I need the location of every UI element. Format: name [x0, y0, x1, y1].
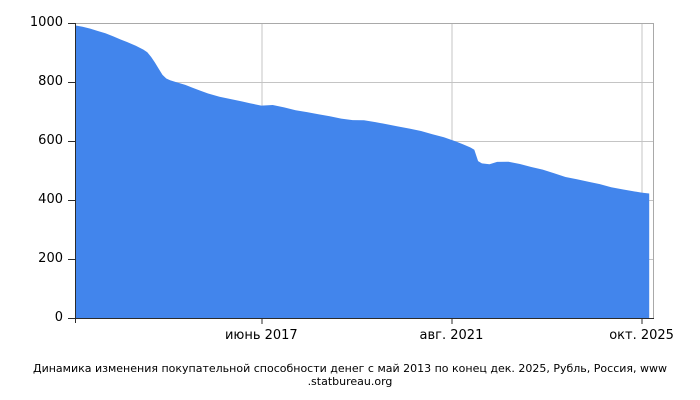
- y-tick-label: 0: [54, 310, 63, 325]
- y-tick-label: 600: [38, 133, 63, 148]
- caption-line-2: .statbureau.org: [307, 375, 393, 388]
- purchasing-power-area-chart: [68, 23, 654, 324]
- purchasing-power-series-area: [75, 25, 650, 319]
- x-tick-label: июнь 2017: [224, 328, 298, 343]
- y-tick-label: 800: [38, 74, 63, 89]
- x-tick-label: окт. 2025: [609, 328, 674, 343]
- y-tick-label: 200: [38, 251, 63, 266]
- y-tick-label: 400: [38, 192, 63, 207]
- caption-line-1: Динамика изменения покупательной способн…: [32, 362, 667, 375]
- x-tick-label: авг. 2021: [419, 328, 484, 343]
- chart-caption: Динамика изменения покупательной способн…: [0, 362, 700, 388]
- y-tick-label: 1000: [29, 15, 63, 30]
